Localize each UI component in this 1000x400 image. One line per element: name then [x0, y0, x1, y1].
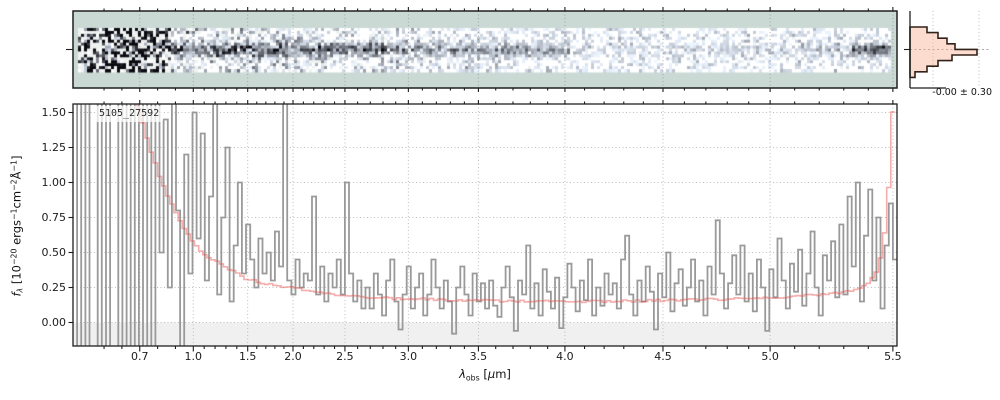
y-tick-label: 0.00 [41, 315, 67, 329]
axis-label-part: −2 [9, 179, 19, 191]
axis-label-part: f [9, 292, 24, 297]
axis-label-part: μ [487, 367, 496, 381]
below-zero-shading [73, 322, 897, 346]
error-step-line [136, 104, 895, 304]
y-tick-label: 0.75 [41, 210, 67, 224]
y-tick-label: 0.50 [41, 245, 67, 259]
axis-label-part: −1 [9, 159, 19, 172]
axis-label-part: ergs [9, 219, 24, 249]
x-tick-label: 3.5 [469, 350, 488, 363]
axis-label-part: obs [465, 373, 480, 383]
spec1d-spines [72, 103, 898, 347]
axis-label-part: [10 [9, 265, 24, 288]
x-tick-label: 0.7 [130, 350, 149, 363]
flux-step-line [76, 104, 897, 346]
spec2d-noise-image [73, 11, 897, 88]
x-tick-label: 5.0 [761, 350, 779, 363]
axis-label-part: −1 [9, 208, 19, 220]
axis-label-part: ] [9, 155, 24, 160]
axis-label-part: λ [15, 287, 25, 293]
y-tick-label: 1.50 [41, 105, 67, 119]
x-tick-label: 1.0 [184, 350, 203, 363]
x-tick-label: 2.5 [336, 350, 354, 363]
axis-label-part: Å [9, 171, 24, 180]
axis-label-part: m] [495, 367, 511, 381]
source-id-label: 5105_27592 [95, 106, 164, 122]
y-axis-label: fλ [10−20 ergs−1cm−2Å−1] [9, 155, 24, 296]
x-tick-label: 3.0 [399, 350, 418, 363]
x-axis-label: λobs [μm] [385, 367, 585, 382]
histogram-outline [909, 26, 978, 79]
axis-label-part: [ [479, 367, 488, 381]
axis-label-part: cm [9, 190, 24, 209]
x-tick-label: 2.0 [284, 350, 302, 363]
axis-label-part: λ [459, 367, 466, 381]
x-tick-label: 1.5 [238, 350, 257, 363]
axis-label-part: −20 [9, 248, 19, 266]
x-tick-label: 4.0 [556, 350, 574, 363]
y-tick-label: 1.00 [41, 175, 67, 189]
y-tick-label: 0.25 [41, 280, 67, 294]
y-tick-label: 1.25 [41, 140, 67, 154]
spec2d-spines [72, 10, 898, 89]
x-tick-label: 5.5 [884, 350, 902, 363]
histogram-stat-label: -0.00 ± 0.30 [932, 87, 992, 98]
x-tick-label: 4.5 [654, 350, 672, 363]
